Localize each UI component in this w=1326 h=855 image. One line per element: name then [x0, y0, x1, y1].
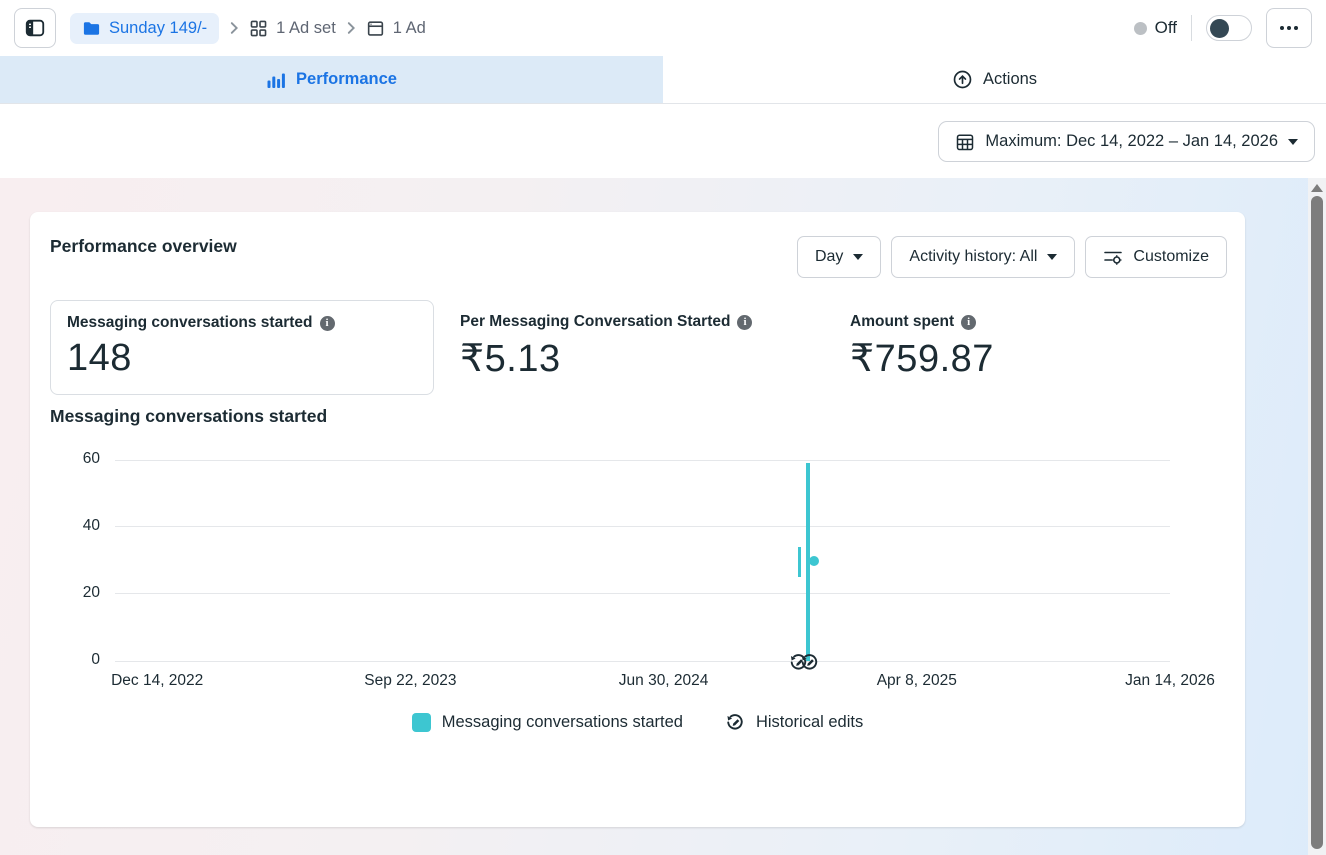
breadcrumb-ad[interactable]: 1 Ad: [366, 19, 426, 38]
day-granularity-dropdown[interactable]: Day: [797, 236, 881, 278]
teal-swatch-icon: [412, 713, 431, 732]
toggle-knob: [1210, 19, 1229, 38]
legend-conversations[interactable]: Messaging conversations started: [412, 712, 683, 732]
info-icon[interactable]: [961, 315, 976, 330]
chart-y-axis: 6040200: [50, 460, 100, 661]
historical-edits-icon: [725, 712, 745, 732]
chart-plot: [115, 460, 1170, 661]
y-tick-label: 0: [91, 651, 100, 669]
breadcrumb-ad-label: 1 Ad: [393, 19, 426, 38]
divider: [1191, 15, 1192, 41]
y-tick-label: 20: [83, 584, 100, 602]
status-dot-icon: [1134, 22, 1147, 35]
activity-history-dropdown[interactable]: Activity history: All: [891, 236, 1075, 278]
arrow-up-circle-icon: [952, 69, 973, 90]
chevron-right-icon: [227, 21, 241, 35]
caret-down-icon: [853, 254, 863, 260]
metric-card-conversations[interactable]: Messaging conversations started 148: [50, 300, 434, 395]
scroll-up-arrow-icon[interactable]: [1311, 184, 1323, 192]
ads-manager-app: Sunday 149/- 1 Ad set 1 Ad: [0, 0, 1326, 855]
status-label: Off: [1155, 18, 1177, 38]
tab-bar: Performance Actions: [0, 56, 1326, 104]
chevron-right-icon: [344, 21, 358, 35]
folder-icon: [82, 19, 101, 38]
chart-x-axis: Dec 14, 2022Sep 22, 2023Jun 30, 2024Apr …: [115, 672, 1170, 696]
metric-conversations-value: 148: [67, 337, 417, 380]
caret-down-icon: [1288, 139, 1298, 145]
chart-title: Messaging conversations started: [50, 406, 327, 427]
date-range-button[interactable]: Maximum: Dec 14, 2022 – Jan 14, 2026: [938, 121, 1315, 162]
legend-historical-edits[interactable]: Historical edits: [725, 712, 863, 732]
customize-settings-icon: [1103, 247, 1123, 267]
more-options-button[interactable]: [1266, 8, 1312, 48]
breadcrumb-adset-label: 1 Ad set: [276, 19, 336, 38]
x-tick-label: Jan 14, 2026: [1125, 672, 1215, 690]
x-tick-label: Apr 8, 2025: [877, 672, 957, 690]
tab-actions[interactable]: Actions: [663, 56, 1326, 103]
metric-per-conversation-value: ₹5.13: [460, 336, 752, 381]
metric-conversations-label: Messaging conversations started: [67, 314, 313, 332]
customize-button[interactable]: Customize: [1085, 236, 1227, 278]
adset-grid-icon: [249, 19, 268, 38]
activity-history-label: Activity history: All: [909, 248, 1037, 266]
campaign-active-toggle[interactable]: [1206, 15, 1252, 41]
breadcrumb-adset[interactable]: 1 Ad set: [249, 19, 336, 38]
info-icon[interactable]: [320, 316, 335, 331]
x-tick-label: Sep 22, 2023: [364, 672, 456, 690]
performance-overview-card: Performance overview Day Activity histor…: [30, 212, 1245, 827]
sidebar-panel-icon: [24, 17, 46, 39]
metric-amount-spent-label: Amount spent: [850, 313, 954, 331]
status-indicator: Off: [1134, 18, 1177, 38]
filter-row: Maximum: Dec 14, 2022 – Jan 14, 2026: [0, 104, 1326, 178]
customize-label: Customize: [1133, 248, 1209, 266]
legend-conversations-label: Messaging conversations started: [442, 713, 683, 732]
gridline: [115, 661, 1170, 662]
breadcrumb-campaign-label: Sunday 149/-: [109, 19, 207, 38]
metric-per-conversation-label: Per Messaging Conversation Started: [460, 313, 730, 331]
calendar-icon: [955, 132, 975, 152]
page-title: Performance overview: [50, 236, 237, 257]
bar-chart-icon: [266, 70, 286, 90]
topbar-right: Off: [1134, 8, 1312, 48]
data-segment: [798, 547, 802, 577]
ellipsis-icon: [1280, 26, 1298, 30]
ad-frame-icon: [366, 19, 385, 38]
historical-edit-markers[interactable]: [788, 652, 819, 672]
chart-legend: Messaging conversations started Historic…: [30, 712, 1245, 732]
scrollbar-thumb[interactable]: [1311, 196, 1323, 849]
sidebar-toggle-button[interactable]: [14, 8, 56, 48]
x-tick-label: Jun 30, 2024: [619, 672, 709, 690]
caret-down-icon: [1047, 254, 1057, 260]
day-granularity-label: Day: [815, 248, 843, 266]
legend-historical-edits-label: Historical edits: [756, 713, 863, 732]
gridline: [115, 526, 1170, 527]
metric-amount-spent: Amount spent ₹759.87: [850, 300, 994, 381]
metric-per-conversation: Per Messaging Conversation Started ₹5.13: [460, 300, 752, 381]
info-icon[interactable]: [737, 315, 752, 330]
tab-performance-label: Performance: [296, 70, 397, 89]
date-range-label: Maximum: Dec 14, 2022 – Jan 14, 2026: [985, 132, 1278, 151]
scrollbar[interactable]: [1308, 178, 1326, 855]
content-area: Performance overview Day Activity histor…: [0, 178, 1326, 855]
tab-actions-label: Actions: [983, 70, 1037, 89]
topbar: Sunday 149/- 1 Ad set 1 Ad: [0, 0, 1326, 56]
chart: 6040200 Dec 14, 2022Sep 22, 2023Jun 30, …: [50, 456, 1225, 696]
chart-controls: Day Activity history: All Customize: [797, 236, 1227, 278]
y-tick-label: 40: [83, 517, 100, 535]
breadcrumb: Sunday 149/- 1 Ad set 1 Ad: [70, 13, 426, 44]
gridline: [115, 593, 1170, 594]
gridline: [115, 460, 1170, 461]
x-tick-label: Dec 14, 2022: [111, 672, 203, 690]
breadcrumb-campaign[interactable]: Sunday 149/-: [70, 13, 219, 44]
data-point-dot: [809, 556, 819, 566]
tab-performance[interactable]: Performance: [0, 56, 663, 103]
metric-amount-spent-value: ₹759.87: [850, 336, 994, 381]
y-tick-label: 60: [83, 450, 100, 468]
